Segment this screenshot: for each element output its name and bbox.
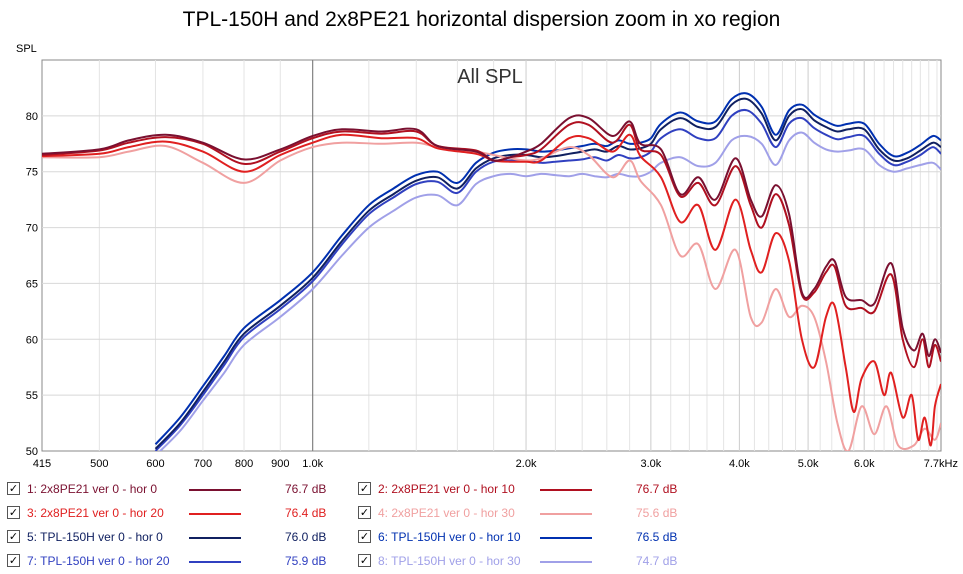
x-tick-label: 700 <box>194 458 212 470</box>
legend-checkbox[interactable]: ✓ <box>7 554 20 567</box>
series-5-line <box>154 97 941 450</box>
y-axis-label: SPL <box>16 43 37 55</box>
legend-value: 76.5 dB <box>636 530 678 544</box>
legend-swatch <box>540 561 592 563</box>
y-tick-label: 50 <box>26 446 38 458</box>
legend-label: 7: TPL-150H ver 0 - hor 20 <box>27 554 170 568</box>
chart-title: TPL-150H and 2x8PE21 horizontal dispersi… <box>182 8 781 31</box>
legend-value: 76.0 dB <box>285 530 327 544</box>
series-4-line <box>42 141 941 451</box>
x-tick-label: 6.0k <box>854 458 875 470</box>
legend-checkbox[interactable]: ✓ <box>358 482 371 495</box>
x-tick-label: 5.0k <box>798 458 819 470</box>
legend-checkbox[interactable]: ✓ <box>7 482 20 495</box>
x-tick-label: 4.0k <box>729 458 750 470</box>
legend-swatch <box>189 537 241 539</box>
x-tick-label: 2.0k <box>516 458 537 470</box>
legend-swatch <box>540 513 592 515</box>
legend-label: 5: TPL-150H ver 0 - hor 0 <box>27 530 163 544</box>
legend-value: 75.6 dB <box>636 506 678 520</box>
legend-checkbox[interactable]: ✓ <box>7 530 20 543</box>
x-tick-label: 600 <box>146 458 164 470</box>
legend-swatch <box>540 489 592 491</box>
y-tick-label: 60 <box>26 334 38 346</box>
legend-label: 3: 2x8PE21 ver 0 - hor 20 <box>27 506 164 520</box>
legend-checkbox[interactable]: ✓ <box>358 506 371 519</box>
x-tick-label: 900 <box>271 458 289 470</box>
legend-value: 76.7 dB <box>285 482 327 496</box>
x-tick-label: 800 <box>235 458 253 470</box>
legend-value: 75.9 dB <box>285 554 327 568</box>
legend-label: 6: TPL-150H ver 0 - hor 10 <box>378 530 521 544</box>
legend-label: 4: 2x8PE21 ver 0 - hor 30 <box>378 506 515 520</box>
grid-lines <box>42 60 941 451</box>
legend-label: 1: 2x8PE21 ver 0 - hor 0 <box>27 482 158 496</box>
y-ticks: 50 55 60 65 70 75 80 <box>26 111 38 458</box>
y-tick-label: 80 <box>26 111 38 123</box>
series-7-line <box>154 108 941 451</box>
x-tick-label: 500 <box>90 458 108 470</box>
series-1-line <box>42 114 941 358</box>
legend-checkbox[interactable]: ✓ <box>358 530 371 543</box>
y-tick-label: 65 <box>26 278 38 290</box>
y-tick-label: 75 <box>26 167 38 179</box>
legend-value: 76.7 dB <box>636 482 678 496</box>
x-tick-label: 3.0k <box>640 458 661 470</box>
legend-swatch <box>540 537 592 539</box>
legend-value: 76.4 dB <box>285 506 327 520</box>
series-6-line <box>154 92 941 445</box>
series-2-line <box>42 121 941 369</box>
series-3-line <box>42 133 941 447</box>
plot-inner-label: All SPL <box>457 66 523 88</box>
series-8-line <box>158 131 941 451</box>
y-tick-label: 55 <box>26 390 38 402</box>
curves <box>42 92 941 451</box>
legend-checkbox[interactable]: ✓ <box>358 554 371 567</box>
x-tick-label: 7.7kHz <box>924 458 958 470</box>
legend-swatch <box>189 561 241 563</box>
legend-swatch <box>189 513 241 515</box>
x-tick-label: 1.0k <box>302 458 323 470</box>
x-ticks: 415 500 600 700 800 900 1.0k 2.0k 3.0k 4.0k 5.0k 6.… <box>33 458 958 470</box>
plot-background <box>41 59 942 452</box>
legend-swatch <box>189 489 241 491</box>
legend-checkbox[interactable]: ✓ <box>7 506 20 519</box>
legend-label: 2: 2x8PE21 ver 0 - hor 10 <box>378 482 515 496</box>
y-tick-label: 70 <box>26 223 38 235</box>
legend-value: 74.7 dB <box>636 554 678 568</box>
legend-label: 8: TPL-150H ver 0 - hor 30 <box>378 554 521 568</box>
x-tick-label: 415 <box>33 458 51 470</box>
